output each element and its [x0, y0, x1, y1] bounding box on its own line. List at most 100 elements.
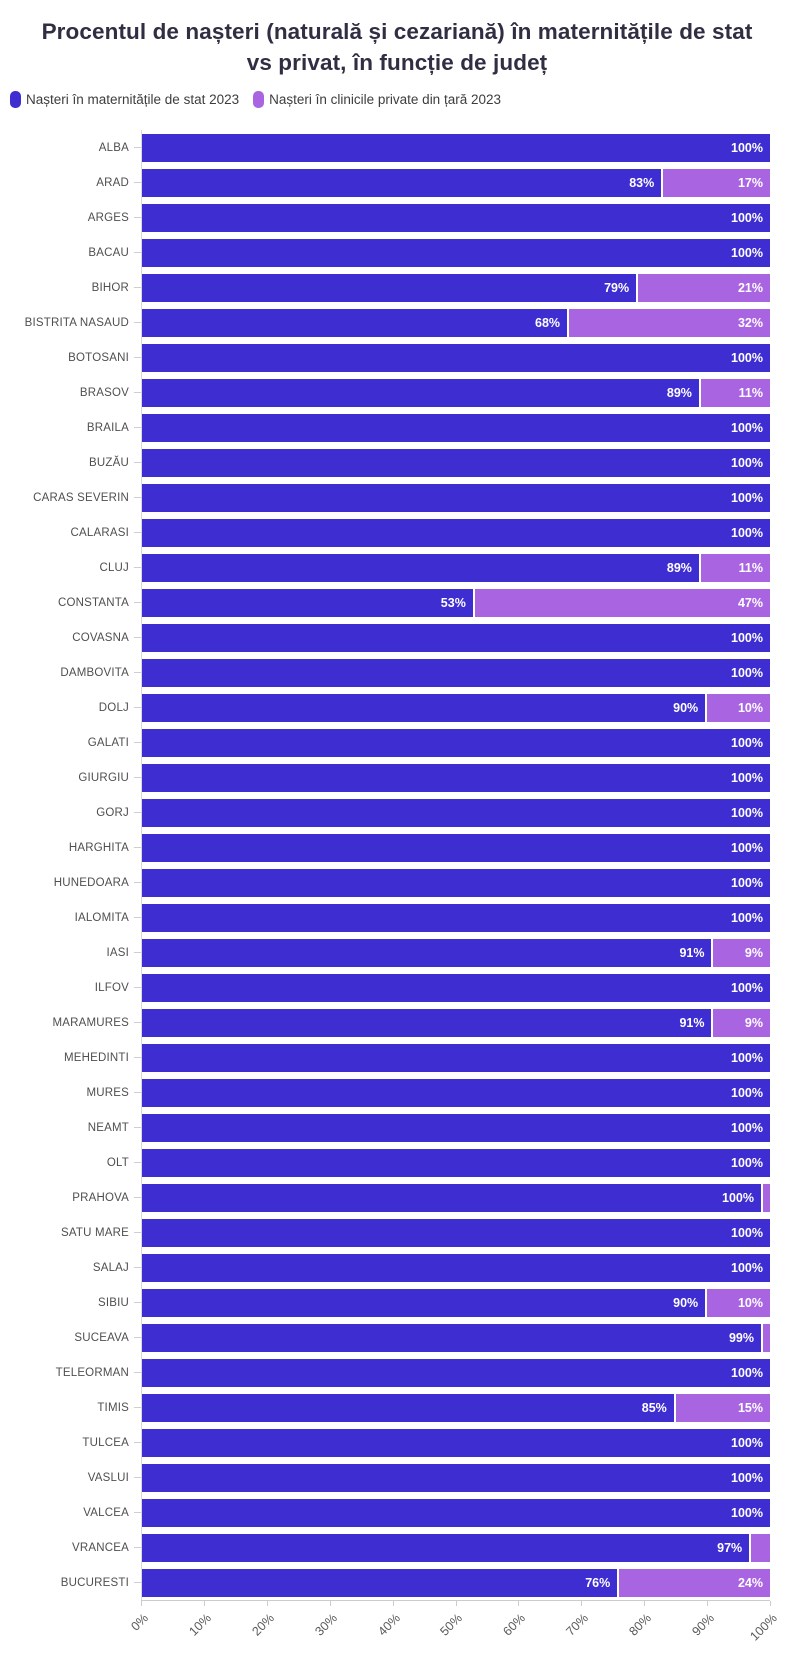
bar-track: 100% [141, 1110, 770, 1146]
legend-item-private[interactable]: Nașteri în clinicile private din țară 20… [253, 91, 501, 109]
state-bar-segment[interactable]: 97% [142, 1533, 752, 1562]
private-bar-segment[interactable]: 17% [663, 168, 770, 197]
state-bar-segment[interactable]: 100% [142, 1218, 770, 1247]
private-bar-segment[interactable]: 10% [707, 693, 770, 722]
state-bar-segment[interactable]: 91% [142, 938, 714, 967]
state-bar-segment[interactable]: 100% [142, 448, 770, 477]
y-axis-tick [134, 585, 141, 620]
y-axis-tick [134, 865, 141, 900]
state-bar-segment[interactable]: 91% [142, 1008, 714, 1037]
state-value-label: 100% [731, 1435, 763, 1450]
state-bar-segment[interactable]: 68% [142, 308, 570, 337]
private-bar-segment[interactable]: 9% [713, 1008, 770, 1037]
private-bar-segment[interactable]: 24% [619, 1568, 770, 1597]
state-bar-segment[interactable]: 83% [142, 168, 664, 197]
county-label: VASLUI [87, 1471, 129, 1484]
state-bar-segment[interactable]: 100% [142, 238, 770, 267]
private-bar-segment[interactable]: 15% [675, 1393, 770, 1422]
private-bar-segment[interactable] [751, 1533, 770, 1562]
state-bar-segment[interactable]: 100% [142, 1183, 763, 1212]
state-bar-segment[interactable]: 100% [142, 1078, 770, 1107]
private-bar-segment[interactable]: 9% [713, 938, 770, 967]
private-bar-segment[interactable]: 11% [700, 378, 770, 407]
state-value-label: 76% [585, 1575, 611, 1590]
chart-row: GORJ 100% [0, 795, 770, 831]
state-bar-segment[interactable]: 100% [142, 763, 770, 792]
x-axis-tick-label: 30% [312, 1611, 340, 1639]
state-bar-segment[interactable]: 100% [142, 1043, 770, 1072]
state-bar-segment[interactable]: 100% [142, 1148, 770, 1177]
y-axis-tick [134, 130, 141, 165]
state-bar-segment[interactable]: 100% [142, 1463, 770, 1492]
stacked-bar: 100% [142, 483, 770, 512]
state-bar-segment[interactable]: 100% [142, 728, 770, 757]
state-bar-segment[interactable]: 76% [142, 1568, 620, 1597]
stacked-bar: 100% [142, 833, 770, 862]
state-bar-segment[interactable]: 90% [142, 693, 708, 722]
state-value-label: 100% [731, 455, 763, 470]
state-bar-segment[interactable]: 100% [142, 868, 770, 897]
state-bar-segment[interactable]: 85% [142, 1393, 676, 1422]
private-bar-segment[interactable]: 47% [474, 588, 770, 617]
bar-track: 100% [141, 1075, 770, 1111]
state-bar-segment[interactable]: 89% [142, 378, 701, 407]
county-label: TULCEA [82, 1436, 129, 1449]
state-bar-segment[interactable]: 100% [142, 1428, 770, 1457]
private-bar-segment[interactable]: 10% [707, 1288, 770, 1317]
legend-item-state[interactable]: Nașteri în maternitățile de stat 2023 [10, 91, 239, 109]
bar-track: 100% [141, 725, 770, 761]
state-value-label: 100% [731, 420, 763, 435]
state-bar-segment[interactable]: 100% [142, 658, 770, 687]
state-bar-segment[interactable]: 100% [142, 833, 770, 862]
stacked-bar: 100% [142, 763, 770, 792]
state-bar-segment[interactable]: 100% [142, 1253, 770, 1282]
y-axis-tick [134, 1530, 141, 1565]
bar-track: 68% 32% [141, 305, 770, 341]
county-label: BRAILA [86, 421, 129, 434]
chart-row: VALCEA 100% [0, 1495, 770, 1531]
state-bar-segment[interactable]: 53% [142, 588, 475, 617]
y-axis-tick [134, 165, 141, 200]
y-axis-tick [134, 1460, 141, 1495]
state-bar-segment[interactable]: 100% [142, 1358, 770, 1387]
state-bar-segment[interactable]: 100% [142, 413, 770, 442]
state-bar-segment[interactable]: 100% [142, 1113, 770, 1142]
private-bar-segment[interactable] [763, 1323, 770, 1352]
chart-row: DOLJ 90% 10% [0, 690, 770, 726]
state-value-label: 100% [731, 245, 763, 260]
state-bar-segment[interactable]: 79% [142, 273, 639, 302]
state-bar-segment[interactable]: 99% [142, 1323, 763, 1352]
chart-row: HARGHITA 100% [0, 830, 770, 866]
stacked-bar: 90% 10% [142, 693, 770, 722]
x-axis-tick [518, 1601, 520, 1607]
state-bar-segment[interactable]: 100% [142, 133, 770, 162]
state-bar-segment[interactable]: 100% [142, 483, 770, 512]
state-bar-segment[interactable]: 100% [142, 973, 770, 1002]
stacked-bar: 79% 21% [142, 273, 770, 302]
y-axis-tick [134, 1005, 141, 1040]
private-bar-segment[interactable]: 32% [569, 308, 770, 337]
private-value-label: 10% [737, 700, 763, 715]
private-bar-segment[interactable]: 11% [700, 553, 770, 582]
x-axis-tick [266, 1601, 268, 1607]
county-label: BUZĂU [89, 456, 129, 469]
bar-track: 100% [141, 1145, 770, 1181]
state-bar-segment[interactable]: 100% [142, 343, 770, 372]
state-bar-segment[interactable]: 100% [142, 623, 770, 652]
state-bar-segment[interactable]: 100% [142, 518, 770, 547]
stacked-bar: 100% [142, 623, 770, 652]
state-bar-segment[interactable]: 100% [142, 798, 770, 827]
state-bar-segment[interactable]: 90% [142, 1288, 708, 1317]
y-axis-tick [134, 1145, 141, 1180]
private-value-label: 10% [737, 1295, 763, 1310]
state-bar-segment[interactable]: 100% [142, 203, 770, 232]
state-bar-segment[interactable]: 89% [142, 553, 701, 582]
private-bar-segment[interactable]: 21% [638, 273, 770, 302]
chart-row: PRAHOVA 100% [0, 1180, 770, 1216]
state-value-label: 100% [731, 735, 763, 750]
stacked-bar: 100% [142, 1218, 770, 1247]
private-bar-segment[interactable] [763, 1183, 770, 1212]
state-bar-segment[interactable]: 100% [142, 903, 770, 932]
state-bar-segment[interactable]: 100% [142, 1498, 770, 1527]
